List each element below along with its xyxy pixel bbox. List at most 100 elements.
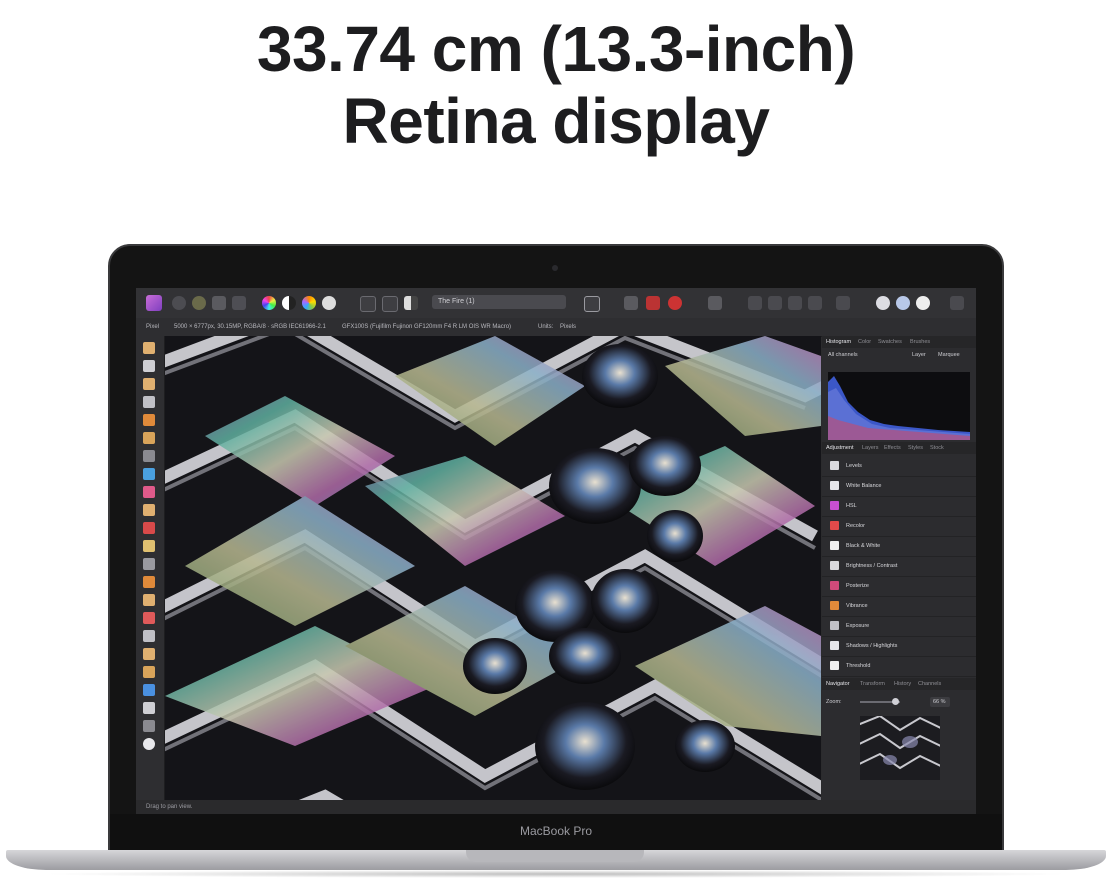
marquee-icon[interactable] [360,296,376,312]
paint-brush-tool-icon[interactable] [143,486,155,498]
red-eye-tool-icon[interactable] [143,612,155,624]
erase-brush-tool-icon[interactable] [143,522,155,534]
smudge-tool-icon[interactable] [143,648,155,660]
mic-icon[interactable] [708,296,722,310]
adjustment-item[interactable]: HSL [822,496,976,517]
headline-line-1: 33.74 cm (13.3-inch) [256,13,856,85]
adjustment-item[interactable]: Shadows / Highlights [822,636,976,657]
tab-navigator[interactable]: Navigator [826,681,850,687]
navigator-thumbnail[interactable] [860,716,940,780]
status-text: Drag to pan view. [146,804,193,810]
tab-swatches[interactable]: Swatches [878,339,902,345]
selection-brush-tool-icon[interactable] [143,414,155,426]
context-units-value[interactable]: Pixels [560,324,577,330]
view-mode-icon[interactable] [584,296,600,312]
tab-layers[interactable]: Layers [862,445,879,451]
share-icon[interactable] [232,296,246,310]
adjustment-label: Posterize [846,583,869,589]
adjustment-item[interactable]: Exposure [822,616,976,637]
persona-liquify-icon[interactable] [192,296,206,310]
adjustment-item[interactable]: Recolor [822,516,976,537]
posterize-icon [830,581,839,590]
pen-tool-icon[interactable] [143,666,155,678]
studio-color-icon[interactable] [876,296,890,310]
navigator-tabs: Navigator Transform History Channels [822,678,976,690]
tab-history[interactable]: History [894,681,912,687]
transform-icon[interactable] [836,296,850,310]
document-title[interactable]: The Fire (1) [432,295,566,309]
app-logo-icon[interactable] [146,295,162,311]
tab-styles[interactable]: Styles [908,445,923,451]
adjustment-label: Exposure [846,623,870,629]
text-tool-icon[interactable] [143,702,155,714]
color-swatch-icon[interactable] [143,738,155,750]
tab-brushes[interactable]: Brushes [910,339,931,345]
fill-tool-icon[interactable] [143,540,155,552]
adjustment-item[interactable]: Posterize [822,576,976,597]
adjustment-item[interactable]: Levels [822,456,976,477]
white-balance-quick-icon[interactable] [322,296,336,310]
laptop-shadow [40,870,1072,878]
adjustment-item[interactable]: Black & White [822,536,976,557]
tab-color[interactable]: Color [858,339,872,345]
align-center-icon[interactable] [768,296,782,310]
burn-tool-icon[interactable] [143,576,155,588]
adjustment-item[interactable]: Brightness / Contrast [822,556,976,577]
account-icon[interactable] [950,296,964,310]
shape-tool-icon[interactable] [143,684,155,696]
align-top-icon[interactable] [808,296,822,310]
flood-select-tool-icon[interactable] [143,432,155,444]
zoom-tool-icon[interactable] [143,720,155,732]
adjustment-tabs: Adjustment Layers Effects Styles Stock [822,442,976,454]
dodge-tool-icon[interactable] [143,558,155,570]
zoom-slider-handle[interactable] [892,698,899,705]
color-wheel-icon[interactable] [262,296,276,310]
tab-histogram[interactable]: Histogram [826,339,852,345]
photo-canvas[interactable] [165,336,821,800]
model-label: MacBook Pro [519,824,593,838]
persona-develop-icon[interactable] [212,296,226,310]
hand-tool-icon[interactable] [143,342,155,354]
adjustment-label: Vibrance [846,603,868,609]
arrange-icon[interactable] [624,296,638,310]
histogram-tabs: Histogram Color Swatches Brushes [822,336,976,348]
adjustment-label: White Balance [846,483,882,489]
assistant-icon[interactable] [668,296,682,310]
blur-tool-icon[interactable] [143,630,155,642]
adjustment-label: Recolor [846,523,865,529]
quick-mask-icon[interactable] [404,296,418,310]
adjustment-item[interactable]: Vibrance [822,596,976,617]
studio-brushes-icon[interactable] [916,296,930,310]
clone-tool-icon[interactable] [143,594,155,606]
studio-layers-icon[interactable] [896,296,910,310]
tab-transform[interactable]: Transform [860,681,885,687]
snapping-icon[interactable] [646,296,660,310]
selection-icon[interactable] [382,296,398,312]
channel-select[interactable]: All channels [828,352,858,358]
align-right-icon[interactable] [788,296,802,310]
adjustment-item[interactable]: Threshold [822,656,976,677]
move-tool-icon[interactable] [143,360,155,372]
tab-effects[interactable]: Effects [884,445,901,451]
layer-button[interactable]: Layer [912,352,926,358]
crop-tool-icon[interactable] [143,396,155,408]
hsl-quick-icon[interactable] [302,296,316,310]
tab-adjustment[interactable]: Adjustment [826,445,854,451]
contrast-icon[interactable] [282,296,296,310]
freehand-select-tool-icon[interactable] [143,468,155,480]
adjustment-item[interactable]: White Balance [822,476,976,497]
pixel-tool-icon[interactable] [143,504,155,516]
align-left-icon[interactable] [748,296,762,310]
headline-line-2: Retina display [342,85,770,158]
marquee-button[interactable]: Marquee [938,352,960,358]
tab-channels[interactable]: Channels [918,681,942,687]
tab-stock[interactable]: Stock [930,445,944,451]
zoom-value-field[interactable] [930,697,950,707]
persona-photo-icon[interactable] [172,296,186,310]
context-document-info: 5000 × 6777px, 30.15MP, RGBA/8 · sRGB IE… [174,324,326,330]
zoom-slider[interactable] [860,701,900,703]
black-white-icon [830,541,839,550]
app-toolbar: The Fire (1) [136,288,976,319]
marquee-tool-icon[interactable] [143,450,155,462]
color-picker-tool-icon[interactable] [143,378,155,390]
